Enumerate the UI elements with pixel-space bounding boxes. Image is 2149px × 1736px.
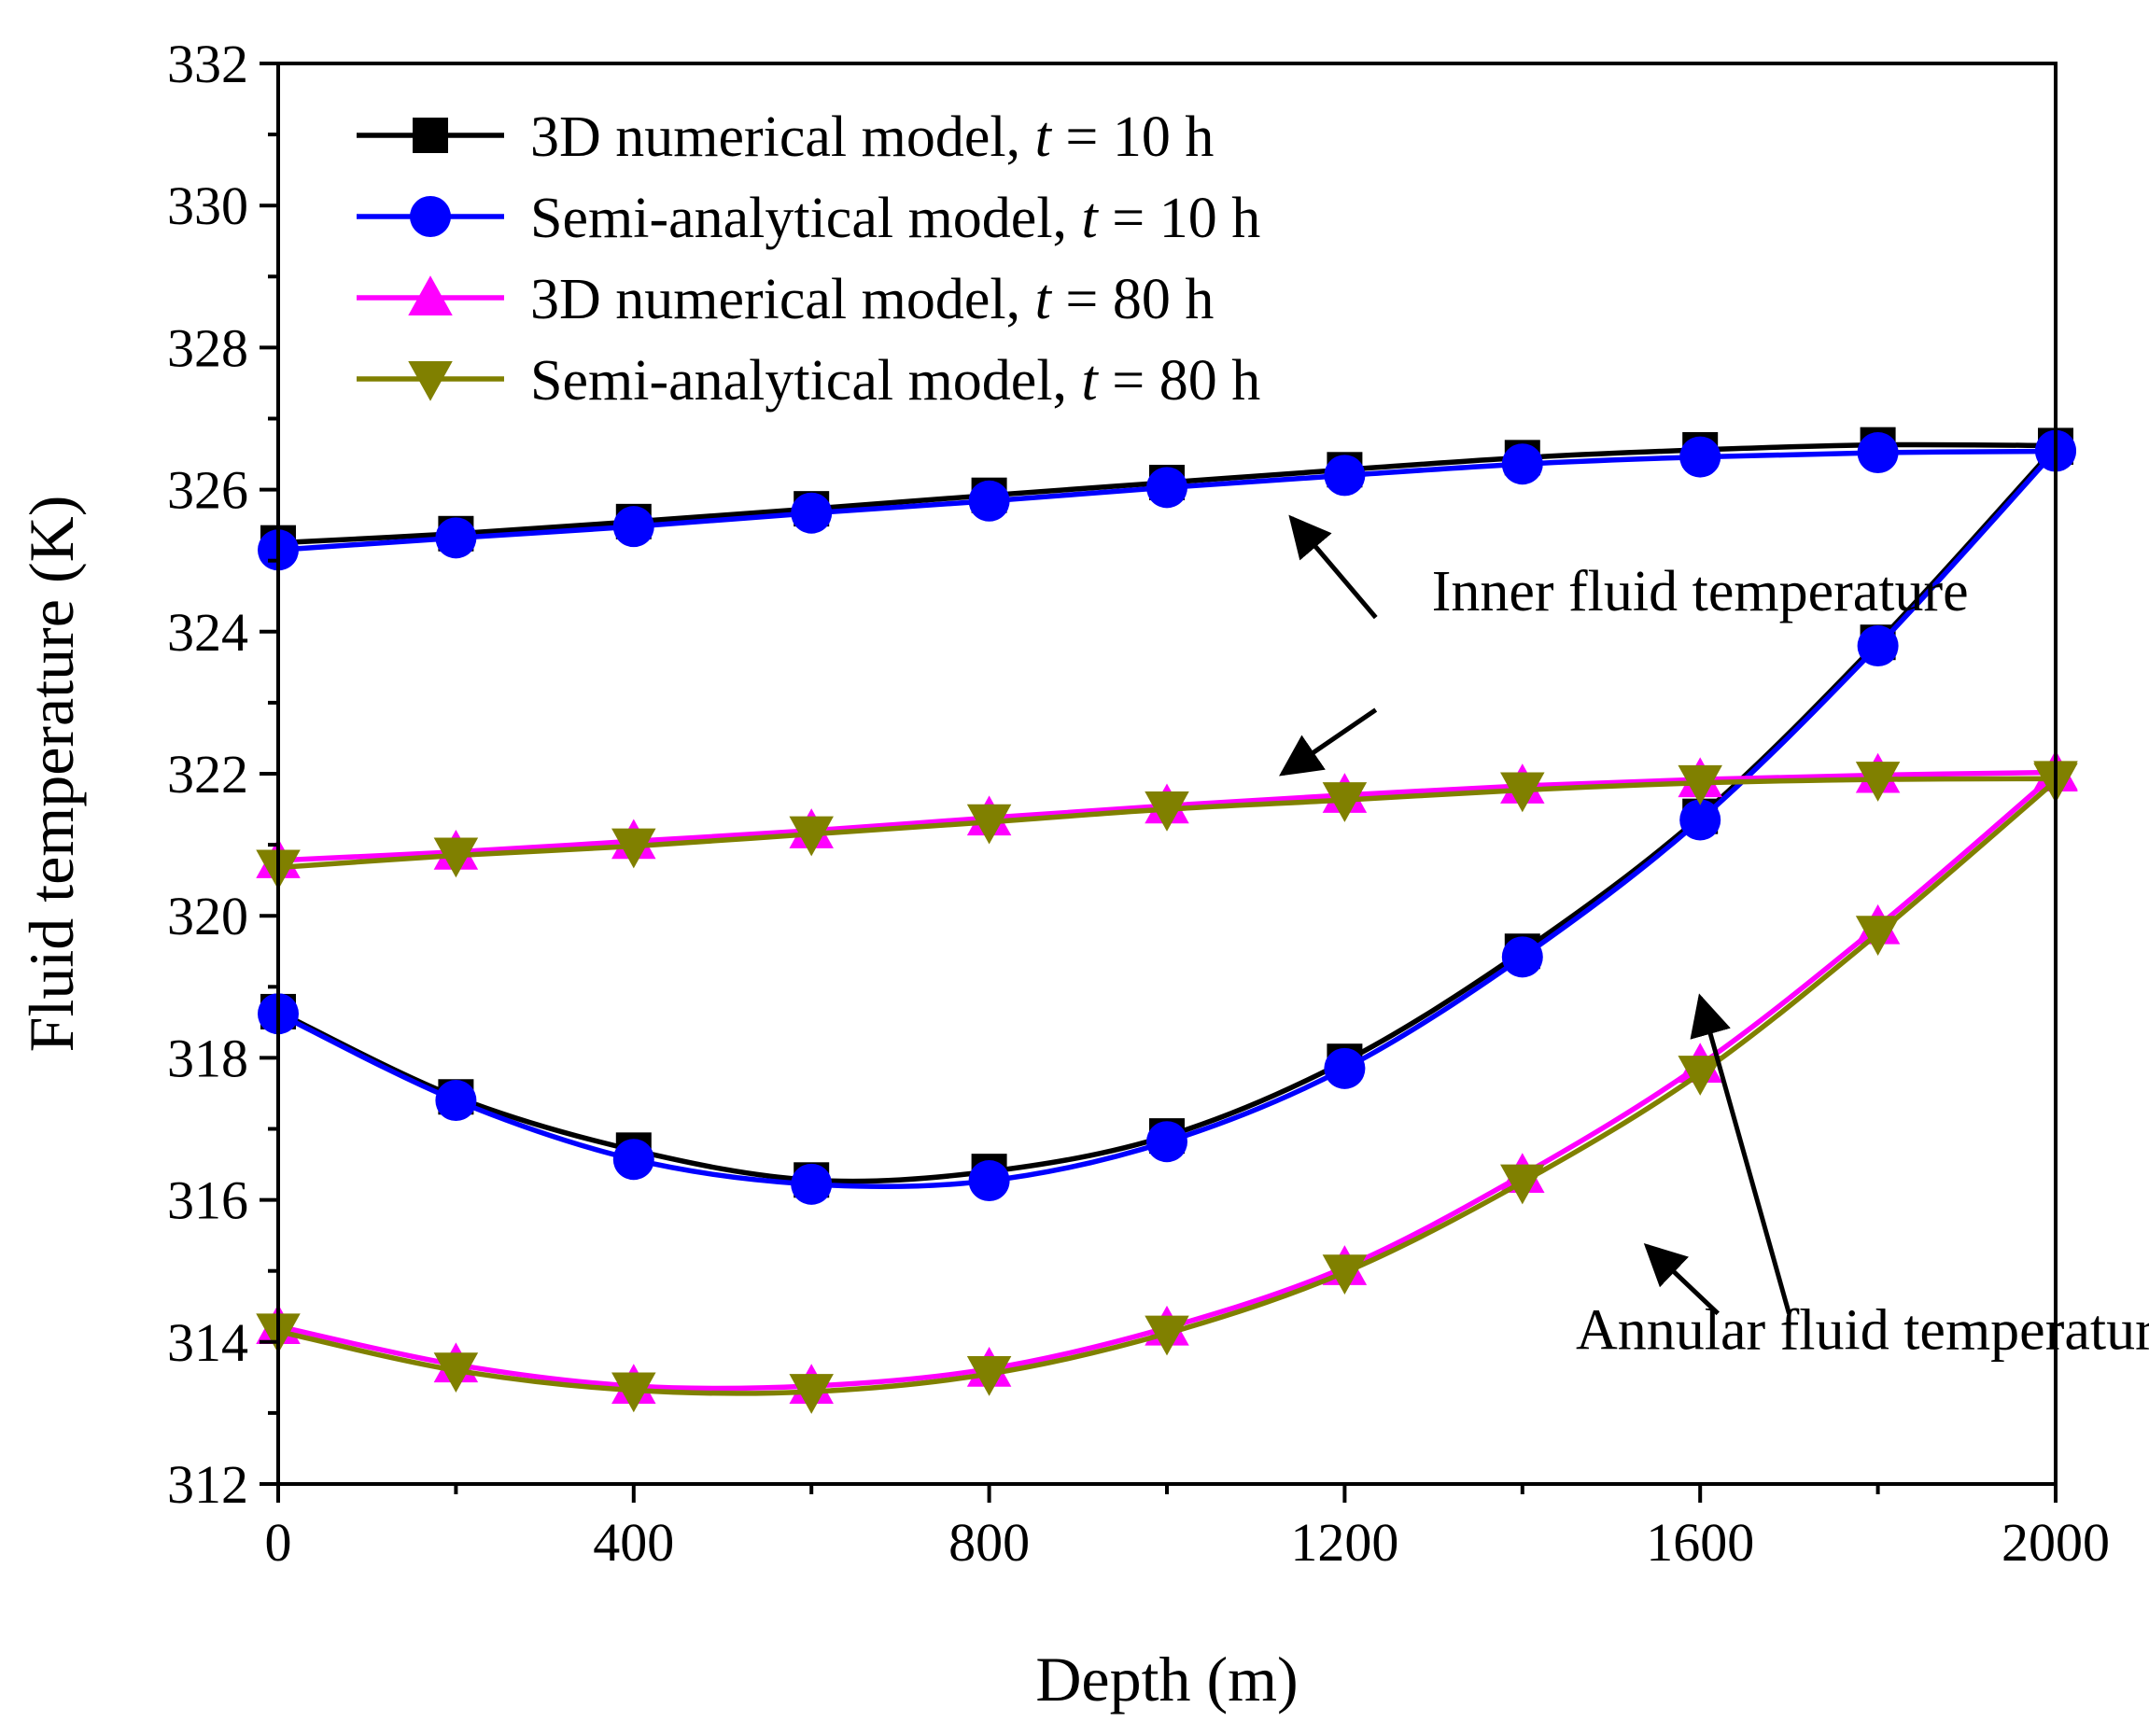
axes-layer: 0 400 800 1200 1600 2000 312 314 316 318 320 322 324… xyxy=(16,34,2110,1715)
legend-marker-0 xyxy=(413,118,448,153)
x-tick-label: 2000 xyxy=(2002,1512,2110,1573)
y-tick-label: 330 xyxy=(167,175,248,236)
series-1-inner-point-8 xyxy=(1679,436,1721,478)
legend-marker-1 xyxy=(410,196,451,237)
legend-label-3: Semi-analytical model, t = 80 h xyxy=(530,349,1260,413)
series-1-annular-point-9 xyxy=(1857,625,1899,667)
series-1-inner-point-4 xyxy=(968,480,1010,522)
y-axis-title: Fluid temperature (K) xyxy=(16,496,87,1053)
series-3-inner-point-7 xyxy=(1500,772,1545,813)
series-1-annular-line xyxy=(276,448,2058,1190)
series-3-annular-point-4 xyxy=(966,1356,1012,1396)
series-1-annular-point-4 xyxy=(968,1160,1010,1202)
series-layer xyxy=(256,427,2078,1414)
legend: 3D numerical model, t = 10 h Semi-analyti… xyxy=(357,105,1260,413)
series-3-inner-point-8 xyxy=(1678,764,1722,805)
y-tick-label: 324 xyxy=(167,602,248,663)
series-1-inner-point-2 xyxy=(612,506,654,548)
y-tick-label: 320 xyxy=(167,886,248,946)
series-1-inner-point-1 xyxy=(435,517,477,559)
y-tick-label: 318 xyxy=(167,1028,248,1088)
series-1-annular-point-7 xyxy=(1501,936,1543,978)
x-tick-label: 1600 xyxy=(1646,1512,1754,1573)
series-1-annular-point-5 xyxy=(1146,1121,1187,1163)
series-1-inner-point-7 xyxy=(1501,443,1543,485)
x-tick-label: 800 xyxy=(948,1512,1030,1573)
legend-label-1: Semi-analytical model, t = 10 h xyxy=(530,187,1260,250)
series-3-inner-point-1 xyxy=(433,837,479,878)
series-1-annular-point-6 xyxy=(1324,1047,1366,1089)
series-3-inner-point-6 xyxy=(1322,782,1368,822)
series-3-inner-point-4 xyxy=(966,804,1012,845)
series-3-inner-point-5 xyxy=(1145,791,1189,832)
x-tick-label: 0 xyxy=(265,1512,292,1573)
legend-marker-2 xyxy=(408,275,453,315)
series-1-inner-point-5 xyxy=(1146,467,1187,509)
series-2-annular-line xyxy=(277,771,2058,1392)
y-tick-label: 314 xyxy=(167,1312,248,1373)
annotations-layer: Inner fluid temperature Annular fluid tem… xyxy=(1279,514,2149,1362)
series-1-annular-point-1 xyxy=(435,1080,477,1122)
series-3-annular-point-5 xyxy=(1145,1315,1189,1356)
x-axis-title: Depth (m) xyxy=(1035,1644,1298,1715)
y-tick-label: 312 xyxy=(167,1454,248,1515)
series-3-annular-point-1 xyxy=(433,1352,479,1393)
series-1-inner-point-3 xyxy=(791,492,833,534)
x-tick-label: 400 xyxy=(593,1512,674,1573)
annotation-arrow-0-0 xyxy=(1288,514,1378,620)
legend-label-2: 3D numerical model, t = 80 h xyxy=(530,268,1214,331)
x-tick-label: 1200 xyxy=(1290,1512,1398,1573)
annotation-label-1: Annular fluid temperature xyxy=(1576,1298,2149,1362)
series-3-inner-point-9 xyxy=(1855,762,1901,802)
series-3-annular-point-7 xyxy=(1500,1164,1545,1205)
annotation-arrow-0-1 xyxy=(1279,707,1378,777)
annotation-arrow-1-1 xyxy=(1643,1242,1720,1316)
series-3-inner-point-3 xyxy=(789,816,834,857)
series-1-annular-point-8 xyxy=(1679,799,1721,841)
series-1-annular-point-2 xyxy=(612,1139,654,1181)
annotation-label-0: Inner fluid temperature xyxy=(1432,560,1969,623)
series-3-annular-point-8 xyxy=(1678,1056,1722,1096)
series-3-annular-point-6 xyxy=(1322,1254,1368,1295)
y-tick-label: 316 xyxy=(167,1170,248,1231)
series-1-inner-point-6 xyxy=(1324,455,1366,497)
y-tick-label: 328 xyxy=(167,317,248,378)
legend-label-0: 3D numerical model, t = 10 h xyxy=(530,105,1214,169)
y-tick-label: 332 xyxy=(167,34,248,94)
series-3-annular-line xyxy=(277,778,2058,1396)
series-3-annular-point-9 xyxy=(1855,916,1901,956)
y-tick-label: 326 xyxy=(167,460,248,521)
y-tick-label: 322 xyxy=(167,744,248,805)
series-3-inner-point-2 xyxy=(611,828,656,869)
series-1-annular-point-3 xyxy=(791,1163,833,1205)
annotation-arrow-1-0 xyxy=(1690,993,1791,1315)
series-1-inner-point-9 xyxy=(1857,432,1899,474)
legend-marker-3 xyxy=(408,361,453,401)
series-3-annular-point-3 xyxy=(789,1374,834,1414)
series-3-annular-point-2 xyxy=(611,1372,656,1413)
